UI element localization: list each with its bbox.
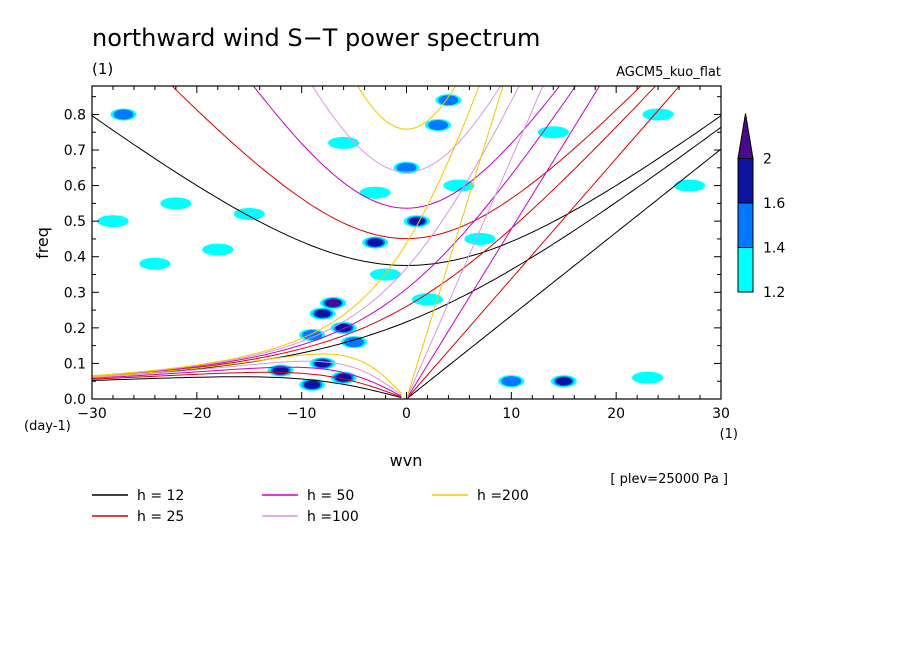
power-blob-25-level-0 — [632, 371, 664, 384]
y-tick-label: 0.7 — [64, 143, 86, 159]
power-blob-11-level-1 — [396, 162, 417, 173]
power-blob-12-level-1 — [428, 120, 448, 131]
x-axis-label: wvn — [390, 451, 423, 470]
power-blob-4-level-1 — [344, 337, 365, 348]
legend: h = 12 h = 25 h = 50 h =100 h =200 — [92, 488, 529, 525]
chart-subtitle-right: AGCM5_kuo_flat — [616, 65, 721, 80]
power-blob-13-level-1 — [438, 95, 459, 106]
mrg-curve-1 — [92, 86, 657, 378]
colorbar-label: 1.6 — [763, 196, 785, 212]
power-blob-9-level-2 — [367, 238, 384, 247]
y-tick-label: 0.0 — [64, 392, 86, 408]
colorbar-segment-2 — [737, 158, 754, 204]
power-blob-10-level-2 — [409, 217, 425, 226]
chart-subtitle-left: (1) — [92, 60, 113, 78]
power-blob-0-level-3 — [327, 299, 340, 307]
ig-curve-1 — [171, 86, 642, 240]
power-blob-29-level-0 — [139, 257, 171, 270]
power-blob-30-level-0 — [202, 243, 234, 256]
plot-area: −30 −20 −10 0 10 20 30 0.00.10.20.30.40.50.60.… — [64, 85, 730, 422]
y-unit-label: (day-1) — [24, 419, 71, 434]
colorbar-label: 1.4 — [763, 241, 785, 257]
x-tick-labels: −30 −20 −10 0 10 20 30 — [77, 406, 730, 422]
power-blob-1-level-2 — [314, 309, 331, 318]
legend-label-1: h = 25 — [137, 509, 184, 525]
rossby-curve-1 — [92, 371, 402, 398]
x-tick-label: 0 — [402, 406, 411, 422]
power-blob-31-level-0 — [369, 268, 402, 281]
y-tick-label: 0.8 — [64, 107, 86, 123]
kelvin-curve-0 — [406, 148, 721, 399]
y-tick-label: 0.2 — [64, 321, 86, 337]
mrg-curve-3 — [92, 86, 520, 377]
x-tick-label: −20 — [182, 406, 212, 422]
power-blob-8-level-2 — [304, 380, 321, 389]
power-blob-28-level-0 — [537, 126, 569, 139]
colorbar-segment-0 — [737, 247, 754, 293]
power-blob-23-level-1 — [501, 376, 522, 387]
legend-label-0: h = 12 — [137, 488, 184, 504]
power-blob-26-level-0 — [673, 179, 706, 192]
colorbar-label: 2 — [763, 152, 772, 168]
mrg-curve-2 — [92, 86, 577, 377]
ig-curve-4 — [357, 86, 456, 130]
y-tick-label: 0.1 — [64, 356, 86, 372]
mrg-curve-0 — [92, 126, 721, 378]
dispersion-curves — [92, 86, 721, 399]
power-blob-14-level-1 — [113, 109, 134, 120]
colorbar-arrow — [737, 113, 754, 159]
rossby-curve-0 — [92, 376, 402, 399]
legend-label-2: h = 50 — [307, 488, 354, 504]
legend-label-3: h =100 — [307, 509, 359, 525]
power-blob-3-level-1 — [302, 330, 323, 340]
rossby-curve-2 — [92, 366, 402, 397]
power-blob-19-level-0 — [359, 186, 391, 199]
y-tick-label: 0.3 — [64, 285, 86, 301]
rossby-curve-4 — [92, 353, 402, 394]
power-blob-24-level-2 — [555, 377, 572, 386]
power-blob-27-level-0 — [642, 108, 674, 121]
chart-title: northward wind S−T power spectrum — [92, 24, 540, 52]
axis-ticks — [91, 86, 722, 400]
mrg-curve-4 — [92, 86, 480, 377]
kelvin-curve-1 — [406, 86, 681, 399]
kelvin-curve-4 — [406, 86, 504, 399]
plev-annotation: [ plev=25000 Pa ] — [610, 472, 728, 487]
x-tick-label: 20 — [607, 406, 625, 422]
x-tick-label: 10 — [502, 406, 520, 422]
ig-curve-2 — [252, 86, 561, 209]
ig-curve-0 — [92, 115, 721, 267]
power-blob-15-level-0 — [97, 215, 129, 228]
rossby-curve-3 — [92, 360, 402, 396]
y-tick-labels: 0.0 0.1 0.2 0.3 0.4 0.5 0.6 0.7 0.8 — [64, 107, 86, 408]
power-blob-22-level-0 — [464, 232, 496, 245]
y-tick-label: 0.4 — [64, 250, 86, 266]
colorbar: 1.2 1.4 1.6 2 — [737, 113, 785, 301]
y-axis-label: freq — [33, 227, 52, 259]
y-tick-label: 0.5 — [64, 214, 86, 230]
power-blob-16-level-0 — [160, 197, 192, 210]
kelvin-curve-2 — [406, 86, 601, 399]
x-tick-label: −30 — [77, 406, 107, 422]
power-blob-5-level-2 — [314, 359, 331, 368]
power-blob-17-level-0 — [233, 208, 265, 220]
x-unit-label: (1) — [720, 427, 738, 442]
x-tick-label: −10 — [287, 406, 317, 422]
power-blob-20-level-0 — [411, 293, 444, 306]
power-contours — [97, 94, 706, 391]
legend-label-4: h =200 — [477, 488, 529, 504]
ig-curve-3 — [311, 86, 502, 173]
y-tick-label: 0.6 — [64, 179, 86, 195]
kelvin-curve-3 — [406, 86, 544, 399]
colorbar-segment-1 — [737, 202, 754, 248]
colorbar-label: 1.2 — [763, 285, 785, 301]
x-tick-label: 30 — [712, 406, 730, 422]
